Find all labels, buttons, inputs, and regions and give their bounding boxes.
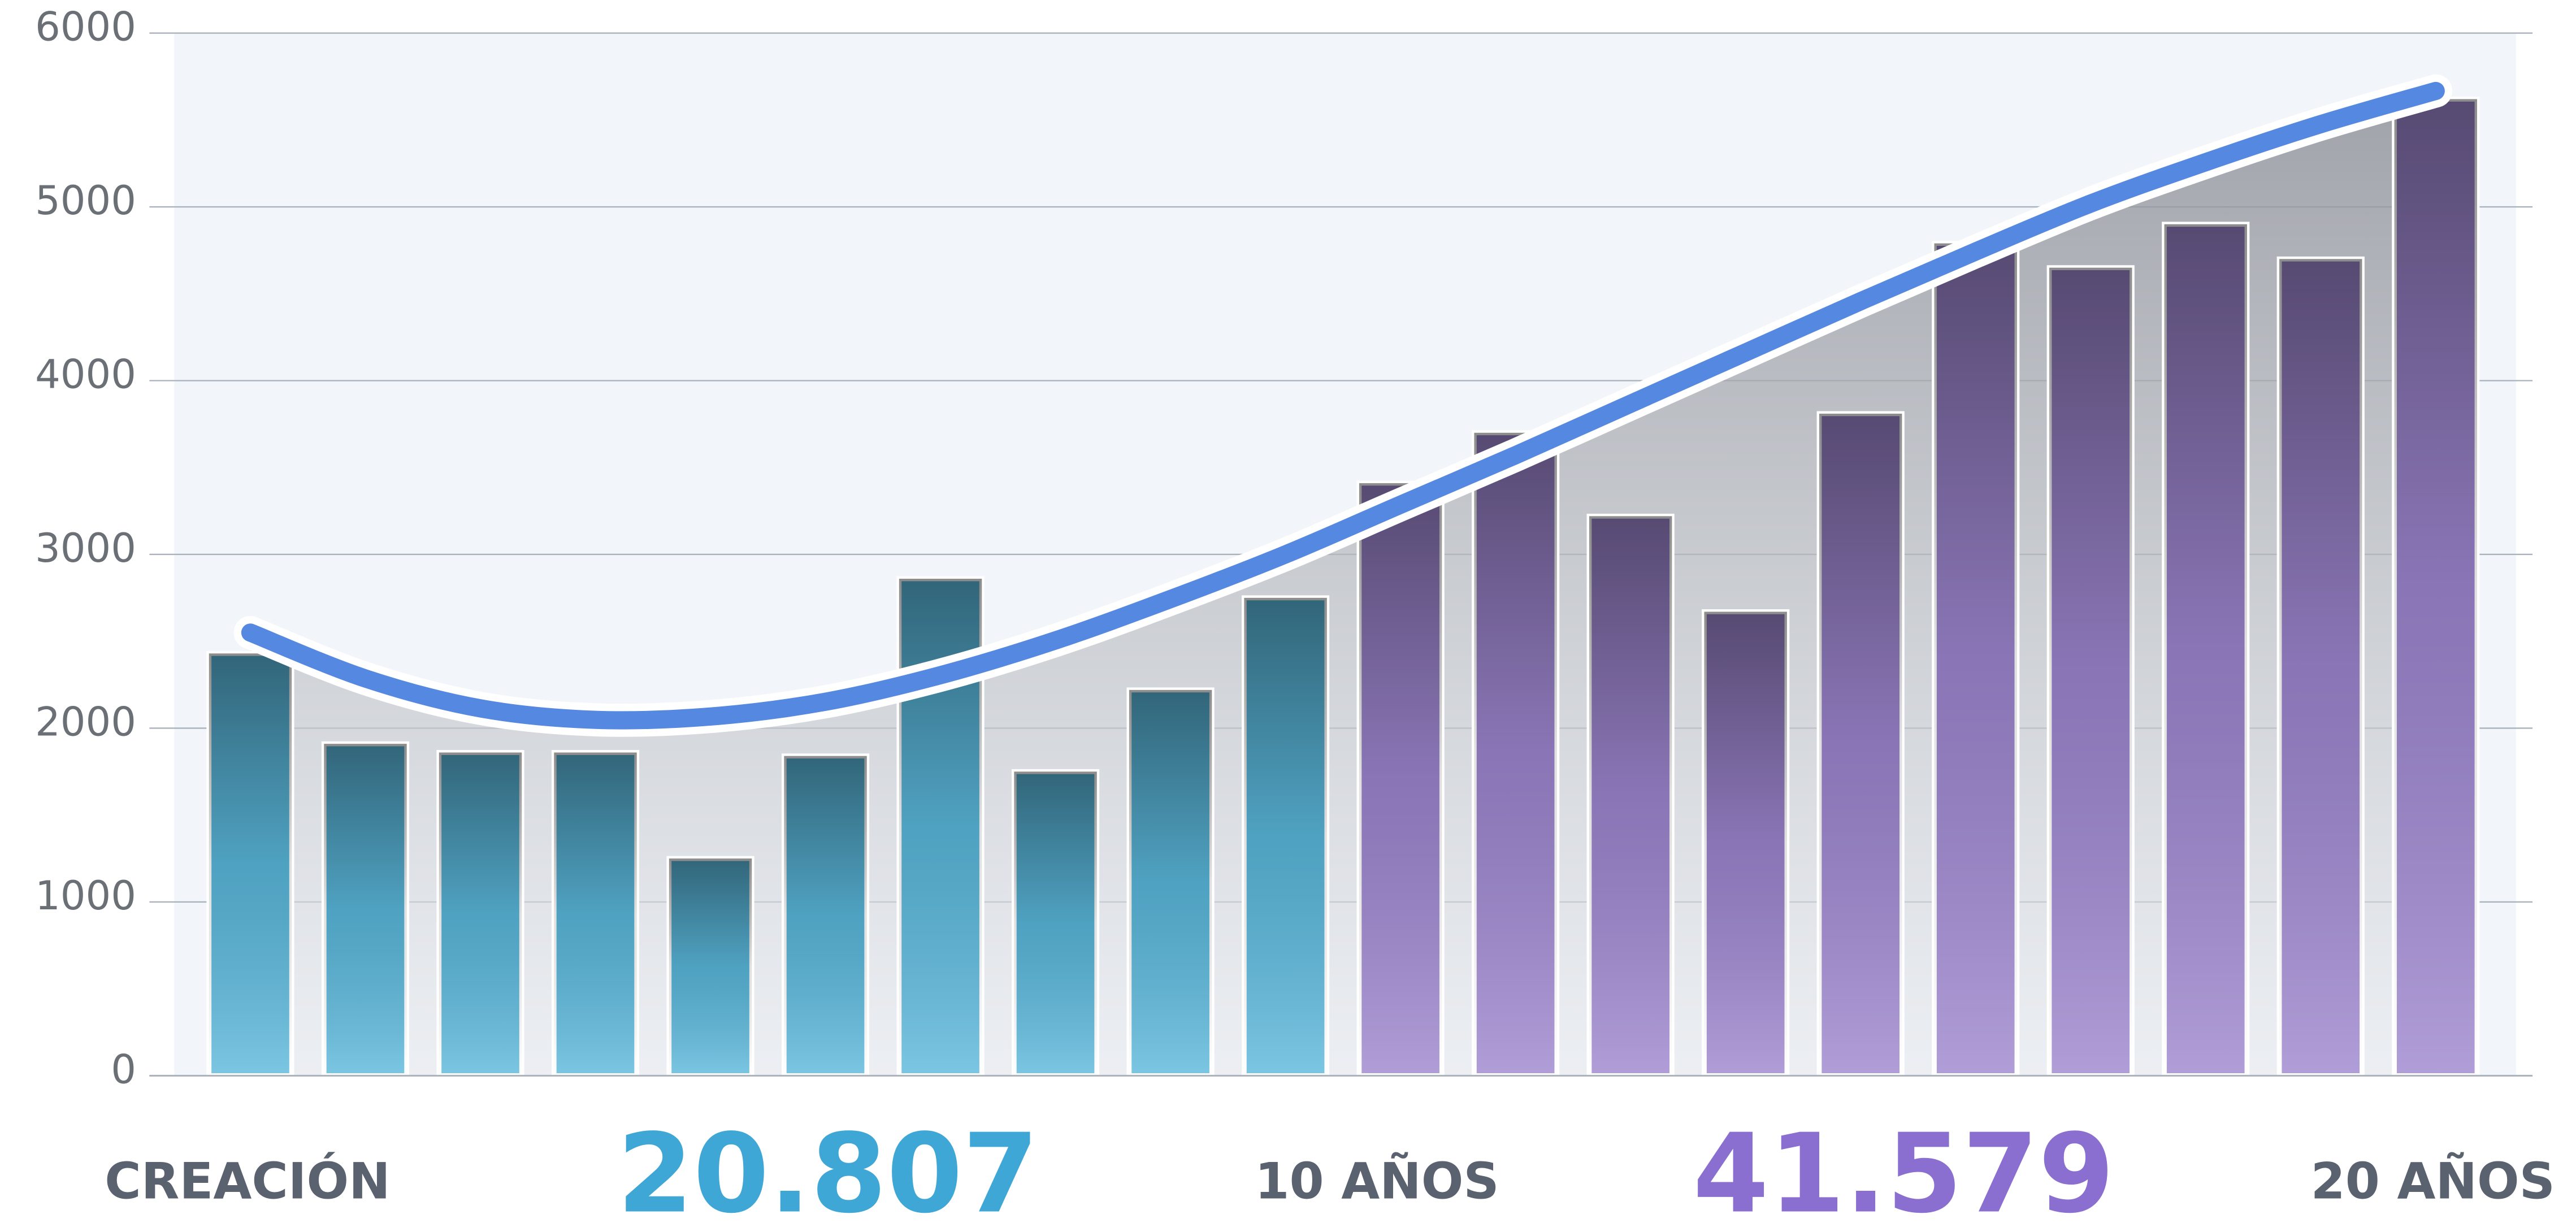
y-tick-label: 0 bbox=[111, 1047, 136, 1093]
annotation: 20 AÑOS bbox=[2311, 1152, 2555, 1211]
y-tick-label: 3000 bbox=[35, 525, 136, 571]
bar-shade bbox=[1014, 771, 1097, 1076]
bar-shade bbox=[1704, 612, 1787, 1076]
bar-shade bbox=[2394, 99, 2477, 1076]
bar-shade bbox=[209, 653, 292, 1076]
bar-shade bbox=[1934, 243, 2017, 1076]
bar-shade bbox=[1819, 413, 1902, 1076]
bar-shade bbox=[1589, 516, 1672, 1076]
annotation: 41.579 bbox=[1693, 1111, 2114, 1223]
bar-shade bbox=[324, 744, 407, 1076]
bar-shade bbox=[2279, 259, 2362, 1076]
bar-shade bbox=[784, 756, 867, 1076]
y-tick-label: 1000 bbox=[35, 873, 136, 919]
y-tick-label: 4000 bbox=[35, 352, 136, 398]
bar-shade bbox=[669, 858, 752, 1076]
y-tick-label: 5000 bbox=[35, 177, 136, 224]
bar-shade bbox=[1474, 432, 1557, 1076]
bar-shade bbox=[439, 752, 522, 1076]
y-tick-label: 2000 bbox=[35, 699, 136, 745]
bar-shade bbox=[1359, 483, 1442, 1076]
bar-shade bbox=[2164, 224, 2247, 1076]
trend-line bbox=[241, 81, 2445, 730]
y-tick-label: 6000 bbox=[35, 4, 136, 50]
bar-shade bbox=[1244, 597, 1327, 1076]
bar-shade bbox=[2049, 267, 2132, 1076]
annotation: 20.807 bbox=[617, 1111, 1039, 1223]
bar-shade bbox=[1129, 689, 1212, 1076]
bar-shade bbox=[554, 752, 637, 1076]
annotation: 10 AÑOS bbox=[1255, 1152, 1499, 1211]
annotation: CREACIÓN bbox=[105, 1152, 390, 1211]
